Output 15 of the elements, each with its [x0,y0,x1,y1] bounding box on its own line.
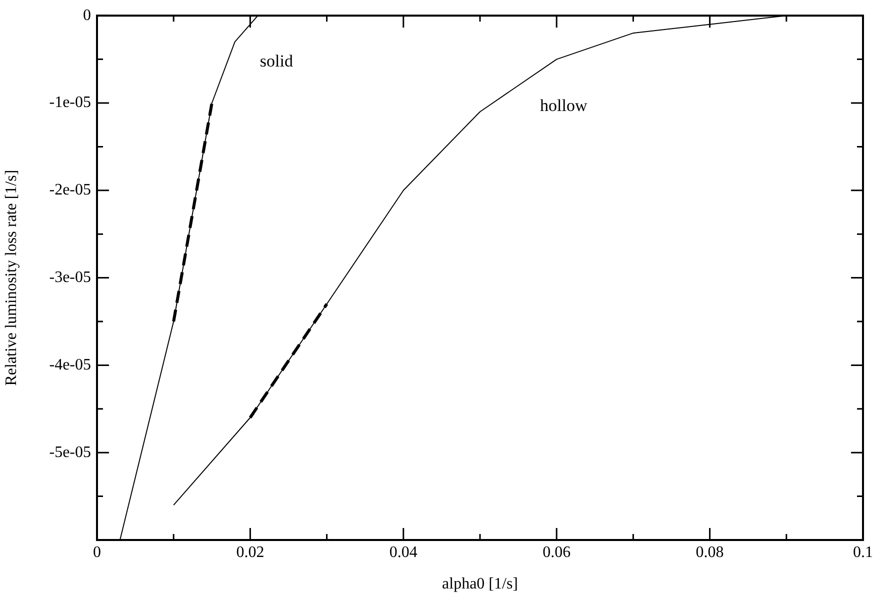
x-axis-title: alpha0 [1/s] [442,576,518,593]
y-tick-label: 0 [83,6,91,24]
y-tick-label: -2e-05 [49,182,91,199]
x-tick-label: 0.1 [853,544,873,561]
y-tick-label: -5e-05 [49,444,91,461]
x-tick-label: 0.02 [236,544,264,561]
y-axis-title: Relative luminosity loss rate [1/s] [2,170,20,386]
series-label: hollow [540,96,588,116]
y-tick-label: -1e-05 [49,94,91,112]
x-tick-label: 0.06 [542,544,571,561]
series-label: solid [260,51,294,70]
x-tick-label: 0.04 [389,544,418,561]
y-tick-label: -3e-05 [49,269,91,286]
x-tick-label: 0.08 [696,544,724,561]
y-tick-label: -4e-05 [49,356,91,374]
